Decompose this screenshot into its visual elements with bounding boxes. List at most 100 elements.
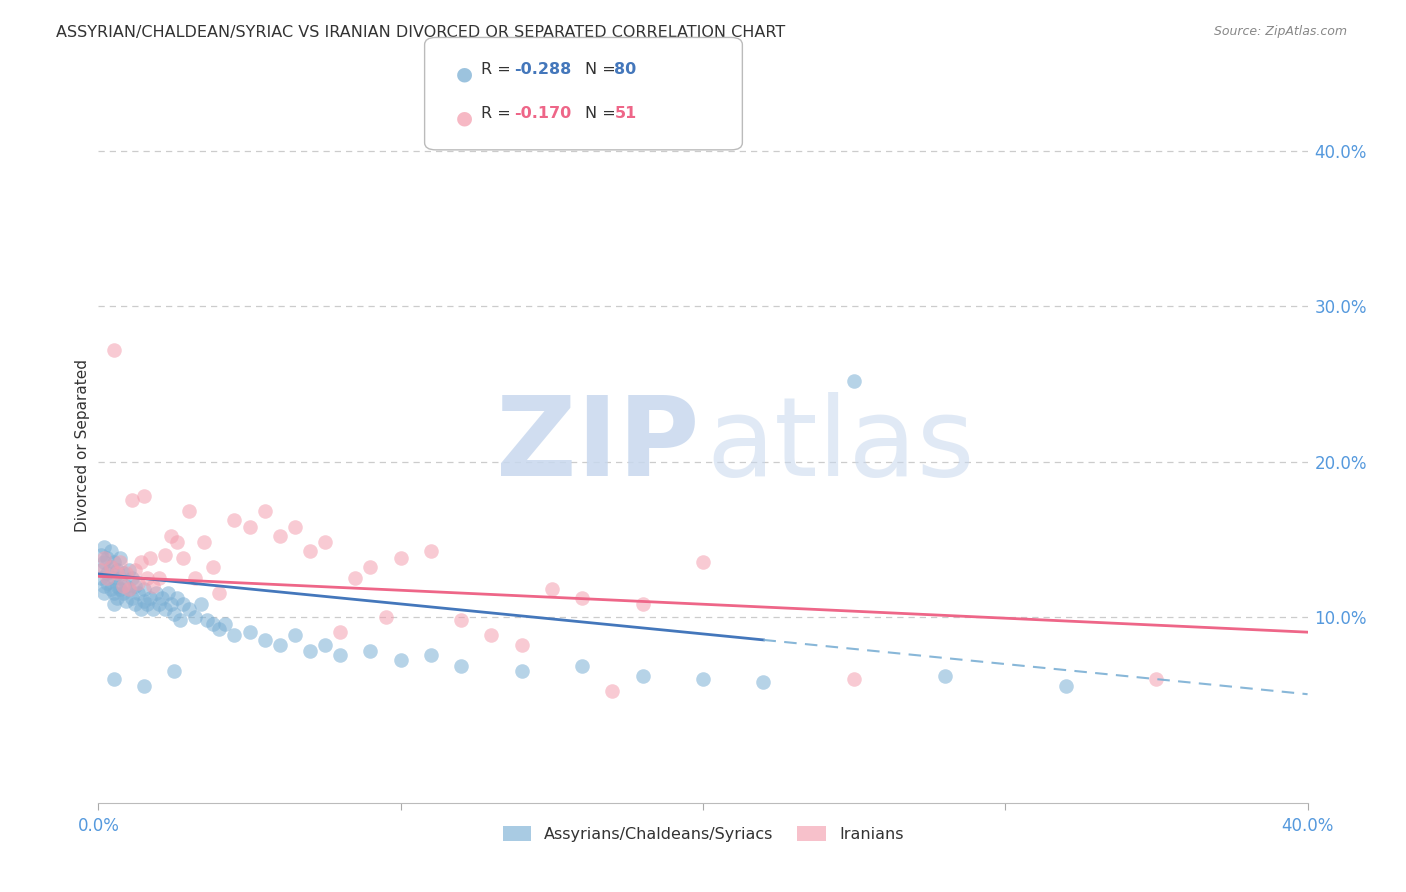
Point: [96, 571, 118, 585]
Point: [481, 628, 503, 642]
Point: [389, 550, 412, 565]
Point: [450, 613, 472, 627]
Point: [100, 560, 122, 574]
Point: [420, 544, 443, 558]
Point: [148, 571, 170, 585]
Point: [111, 586, 134, 600]
Point: [108, 582, 131, 596]
Point: [360, 644, 382, 658]
Point: [135, 597, 157, 611]
Point: [93, 550, 115, 565]
Text: ●: ●: [456, 64, 472, 83]
Point: [344, 571, 367, 585]
Point: [111, 566, 134, 581]
Point: [844, 672, 866, 686]
Point: [314, 638, 336, 652]
Point: [103, 586, 125, 600]
Point: [118, 582, 141, 596]
Point: [145, 586, 167, 600]
Point: [269, 638, 291, 652]
Point: [299, 644, 322, 658]
Text: R =: R =: [481, 62, 516, 77]
Point: [105, 579, 128, 593]
Point: [631, 597, 654, 611]
Point: [96, 566, 118, 581]
Point: [184, 571, 207, 585]
Point: [156, 586, 179, 600]
Point: [105, 591, 128, 605]
Point: [132, 489, 155, 503]
Point: [108, 555, 131, 569]
Point: [160, 597, 183, 611]
Point: [269, 529, 291, 543]
Point: [374, 609, 396, 624]
Point: [121, 493, 143, 508]
Point: [100, 582, 122, 596]
Point: [752, 674, 775, 689]
Point: [224, 628, 246, 642]
Point: [314, 535, 336, 549]
Point: [172, 597, 194, 611]
Point: [93, 579, 115, 593]
Point: [90, 563, 112, 577]
Point: [329, 648, 352, 663]
Text: R =: R =: [481, 106, 516, 121]
Point: [153, 548, 176, 562]
Point: [142, 602, 165, 616]
Point: [150, 591, 173, 605]
Text: -0.170: -0.170: [515, 106, 572, 121]
Point: [224, 513, 246, 527]
Point: [127, 575, 149, 590]
Point: [602, 684, 624, 698]
Point: [253, 632, 276, 647]
Point: [100, 560, 122, 574]
Point: [124, 563, 146, 577]
Text: N =: N =: [585, 106, 621, 121]
Point: [169, 613, 191, 627]
Text: ●: ●: [456, 109, 472, 128]
Point: [253, 504, 276, 518]
Point: [284, 628, 307, 642]
Point: [420, 648, 443, 663]
Point: [108, 571, 131, 585]
Text: Source: ZipAtlas.com: Source: ZipAtlas.com: [1213, 25, 1347, 38]
Point: [139, 550, 162, 565]
Point: [118, 582, 141, 596]
Text: N =: N =: [585, 62, 621, 77]
Point: [179, 504, 201, 518]
Point: [90, 563, 112, 577]
Point: [139, 591, 162, 605]
Point: [450, 659, 472, 673]
Point: [96, 550, 118, 565]
Point: [214, 617, 236, 632]
Point: [114, 579, 136, 593]
Point: [166, 535, 188, 549]
Point: [510, 638, 533, 652]
Point: [132, 680, 155, 694]
Point: [571, 591, 593, 605]
Point: [142, 579, 165, 593]
Text: ASSYRIAN/CHALDEAN/SYRIAC VS IRANIAN DIVORCED OR SEPARATED CORRELATION CHART: ASSYRIAN/CHALDEAN/SYRIAC VS IRANIAN DIVO…: [56, 25, 786, 40]
Point: [100, 544, 122, 558]
Point: [129, 555, 152, 569]
Point: [103, 672, 125, 686]
Point: [90, 548, 112, 562]
Point: [239, 625, 262, 640]
Point: [124, 579, 146, 593]
Point: [105, 563, 128, 577]
Point: [132, 594, 155, 608]
Point: [284, 519, 307, 533]
Y-axis label: Divorced or Separated: Divorced or Separated: [75, 359, 90, 533]
Point: [135, 571, 157, 585]
Point: [202, 560, 225, 574]
Point: [118, 563, 141, 577]
Point: [692, 672, 714, 686]
Point: [96, 575, 118, 590]
Point: [93, 540, 115, 554]
Point: [329, 625, 352, 640]
Point: [93, 555, 115, 569]
Point: [111, 579, 134, 593]
Point: [148, 597, 170, 611]
Point: [934, 668, 956, 682]
Point: [202, 617, 225, 632]
